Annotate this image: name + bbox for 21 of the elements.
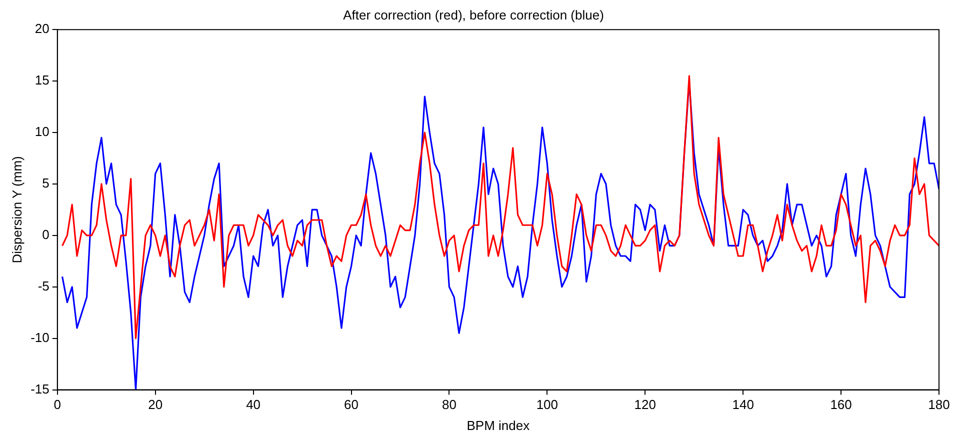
y-tick-label: 15 — [34, 72, 50, 88]
chart-title: After correction (red), before correction (blue) — [343, 7, 604, 22]
x-tick-label: 160 — [830, 397, 852, 412]
y-tick-label: 10 — [34, 124, 50, 140]
x-tick-label: 120 — [634, 397, 656, 412]
x-tick-label: 60 — [344, 397, 358, 412]
y-tick-label: 0 — [42, 227, 50, 242]
y-tick-label: -15 — [30, 381, 50, 396]
y-tick-label: 5 — [42, 176, 50, 191]
y-tick-label: -5 — [38, 278, 50, 294]
y-tick-label: -10 — [30, 330, 50, 345]
x-tick-label: 40 — [246, 397, 261, 412]
x-tick-label: 180 — [928, 397, 950, 412]
x-tick-label: 140 — [732, 397, 754, 412]
x-tick-label: 100 — [536, 397, 558, 412]
x-axis-title: BPM index — [466, 418, 530, 433]
x-tick-label: 20 — [148, 397, 163, 412]
y-axis-title: Dispersion Y (mm) — [9, 156, 24, 264]
y-tick-label: 20 — [34, 21, 50, 36]
x-tick-label: 80 — [442, 397, 456, 412]
x-tick-label: 0 — [54, 397, 62, 412]
